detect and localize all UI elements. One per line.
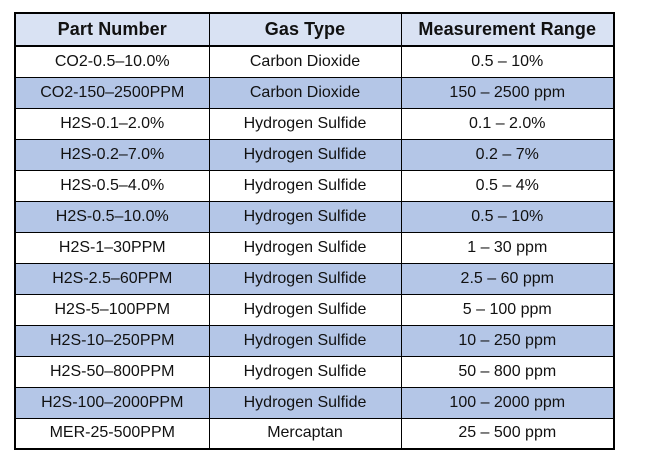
- measurement-range-cell: 150 – 2500 ppm: [400, 76, 615, 109]
- measurement-range-cell: 0.1 – 2.0%: [400, 107, 615, 140]
- part-number-cell: H2S-50–800PPM: [14, 355, 210, 388]
- table-row: H2S-1–30PPM Hydrogen Sulfide 1 – 30 ppm: [14, 231, 615, 264]
- measurement-range-cell: 0.5 – 4%: [400, 169, 615, 202]
- part-number-cell: H2S-10–250PPM: [14, 324, 210, 357]
- table-row: CO2-150–2500PPM Carbon Dioxide 150 – 2500 …: [14, 76, 615, 109]
- header-row: Part Number Gas Type Measurement Range: [14, 12, 615, 47]
- gas-type-cell: Carbon Dioxide: [208, 45, 402, 78]
- gas-type-cell: Hydrogen Sulfide: [208, 324, 402, 357]
- gas-type-cell: Hydrogen Sulfide: [208, 200, 402, 233]
- table-row: H2S-2.5–60PPM Hydrogen Sulfide 2.5 – 60 pp…: [14, 262, 615, 295]
- table-row: H2S-0.2–7.0% Hydrogen Sulfide 0.2 – 7%: [14, 138, 615, 171]
- part-number-cell: H2S-5–100PPM: [14, 293, 210, 326]
- gas-type-cell: Mercaptan: [208, 417, 402, 450]
- measurement-range-cell: 0.2 – 7%: [400, 138, 615, 171]
- gas-type-cell: Carbon Dioxide: [208, 76, 402, 109]
- measurement-range-cell: 1 – 30 ppm: [400, 231, 615, 264]
- measurement-range-cell: 100 – 2000 ppm: [400, 386, 615, 419]
- table-row: MER-25-500PPM Mercaptan 25 – 500 ppm: [14, 417, 615, 450]
- part-number-cell: H2S-2.5–60PPM: [14, 262, 210, 295]
- part-number-cell: H2S-100–2000PPM: [14, 386, 210, 419]
- table-row: H2S-0.1–2.0% Hydrogen Sulfide 0.1 – 2.0%: [14, 107, 615, 140]
- gas-type-cell: Hydrogen Sulfide: [208, 386, 402, 419]
- part-number-cell: H2S-0.5–4.0%: [14, 169, 210, 202]
- table-row: H2S-10–250PPM Hydrogen Sulfide 10 – 250 pp…: [14, 324, 615, 357]
- column-header-part-number: Part Number: [14, 12, 210, 47]
- part-number-cell: H2S-0.5–10.0%: [14, 200, 210, 233]
- measurement-range-cell: 0.5 – 10%: [400, 45, 615, 78]
- table-body: CO2-0.5–10.0% Carbon Dioxide 0.5 – 10% CO2-…: [14, 45, 615, 450]
- part-number-cell: H2S-1–30PPM: [14, 231, 210, 264]
- measurement-range-cell: 0.5 – 10%: [400, 200, 615, 233]
- table-row: H2S-5–100PPM Hydrogen Sulfide 5 – 100 ppm: [14, 293, 615, 326]
- measurement-range-cell: 2.5 – 60 ppm: [400, 262, 615, 295]
- table-row: CO2-0.5–10.0% Carbon Dioxide 0.5 – 10%: [14, 45, 615, 78]
- part-number-cell: CO2-0.5–10.0%: [14, 45, 210, 78]
- gas-type-cell: Hydrogen Sulfide: [208, 169, 402, 202]
- gas-type-cell: Hydrogen Sulfide: [208, 355, 402, 388]
- measurement-range-cell: 50 – 800 ppm: [400, 355, 615, 388]
- column-header-measurement-range: Measurement Range: [400, 12, 615, 47]
- part-number-cell: CO2-150–2500PPM: [14, 76, 210, 109]
- gas-type-cell: Hydrogen Sulfide: [208, 231, 402, 264]
- table-row: H2S-100–2000PPM Hydrogen Sulfide 100 – 200…: [14, 386, 615, 419]
- page: Part Number Gas Type Measurement Range CO2…: [14, 12, 615, 450]
- measurement-range-cell: 5 – 100 ppm: [400, 293, 615, 326]
- table-row: H2S-0.5–4.0% Hydrogen Sulfide 0.5 – 4%: [14, 169, 615, 202]
- gas-sensor-table: Part Number Gas Type Measurement Range CO2…: [14, 12, 615, 450]
- part-number-cell: H2S-0.1–2.0%: [14, 107, 210, 140]
- part-number-cell: MER-25-500PPM: [14, 417, 210, 450]
- gas-type-cell: Hydrogen Sulfide: [208, 138, 402, 171]
- table-header: Part Number Gas Type Measurement Range: [14, 12, 615, 47]
- measurement-range-cell: 25 – 500 ppm: [400, 417, 615, 450]
- column-header-gas-type: Gas Type: [208, 12, 402, 47]
- gas-type-cell: Hydrogen Sulfide: [208, 262, 402, 295]
- gas-type-cell: Hydrogen Sulfide: [208, 107, 402, 140]
- measurement-range-cell: 10 – 250 ppm: [400, 324, 615, 357]
- table-row: H2S-0.5–10.0% Hydrogen Sulfide 0.5 – 10%: [14, 200, 615, 233]
- gas-type-cell: Hydrogen Sulfide: [208, 293, 402, 326]
- table-row: H2S-50–800PPM Hydrogen Sulfide 50 – 800 pp…: [14, 355, 615, 388]
- part-number-cell: H2S-0.2–7.0%: [14, 138, 210, 171]
